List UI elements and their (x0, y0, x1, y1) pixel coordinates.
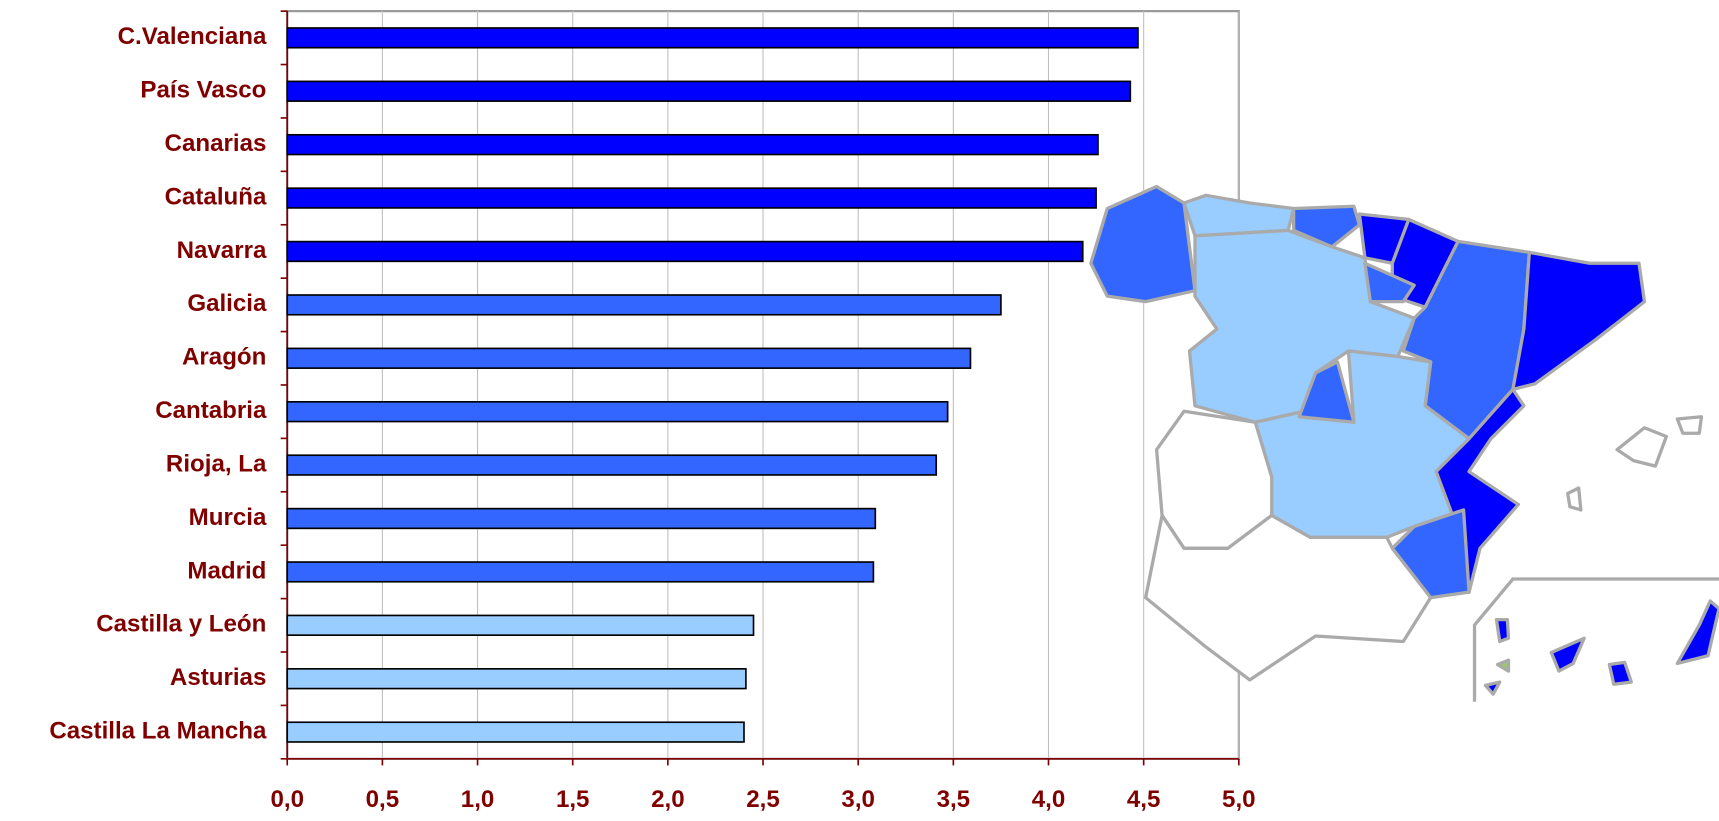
y-tick-label: Aragón (182, 344, 266, 371)
region (1297, 360, 1356, 424)
y-tick-label: C.Valenciana (118, 23, 267, 50)
region (1089, 184, 1197, 304)
region (1434, 387, 1526, 594)
region (1187, 228, 1416, 424)
region (1143, 513, 1433, 682)
region (1291, 204, 1362, 249)
island (1615, 426, 1669, 468)
island (1494, 617, 1511, 644)
y-tick-label: Canarias (165, 130, 267, 157)
bar (286, 561, 875, 583)
region (1511, 250, 1647, 392)
bar (286, 240, 1084, 263)
y-tick-label: Galicia (187, 290, 267, 317)
bar (286, 80, 1132, 102)
y-tick-label: Cataluña (165, 183, 267, 210)
bar (286, 454, 938, 476)
y-tick-label: Murcia (189, 504, 267, 531)
bar (286, 668, 747, 690)
bar (286, 400, 949, 423)
y-tick-label: País Vasco (140, 77, 266, 104)
y-tick-label: Navarra (177, 237, 267, 264)
y-tick-label: Castilla y León (96, 611, 266, 638)
y-tick-label: Castilla La Mancha (49, 717, 267, 744)
y-tick-label: Asturias (170, 664, 266, 691)
x-tick-label: 3,0 (841, 786, 875, 813)
region (1390, 508, 1471, 600)
bar (286, 133, 1099, 156)
x-tick-label: 4,5 (1127, 786, 1161, 813)
x-tick-label: 2,5 (746, 786, 780, 813)
x-tick-label: 0,0 (270, 786, 304, 813)
x-tick-label: 3,5 (937, 786, 971, 813)
island (1495, 658, 1511, 673)
bar (286, 294, 1002, 316)
y-tick-label: Cantabria (155, 397, 267, 424)
bar (286, 614, 755, 636)
bar (286, 507, 877, 530)
island (1566, 486, 1583, 512)
x-tick-label: 4,0 (1032, 786, 1066, 813)
canarias-frame (1472, 577, 1719, 702)
island (1675, 599, 1719, 666)
bar (286, 721, 745, 743)
y-tick-label: Rioja, La (166, 450, 267, 477)
bar (286, 27, 1139, 49)
island (1549, 636, 1586, 673)
island (1607, 660, 1633, 686)
island (1675, 415, 1704, 435)
y-tick-label: Madrid (187, 557, 266, 584)
x-tick-label: 5,0 (1222, 786, 1256, 813)
x-tick-label: 1,5 (556, 786, 590, 813)
x-tick-label: 2,0 (651, 786, 685, 813)
map (1089, 184, 1719, 702)
region (1363, 261, 1416, 304)
bar (286, 187, 1097, 209)
x-tick-label: 0,5 (366, 786, 400, 813)
plot-area: 0,0 0,5 1,0 1,5 2,0 2,5 3,0 3,5 4,0 4,5 5,0 C.Valen… (49, 10, 1256, 813)
x-tick-label: 1,0 (461, 786, 495, 813)
island (1483, 680, 1502, 696)
bar (286, 347, 972, 369)
region (1253, 349, 1471, 540)
